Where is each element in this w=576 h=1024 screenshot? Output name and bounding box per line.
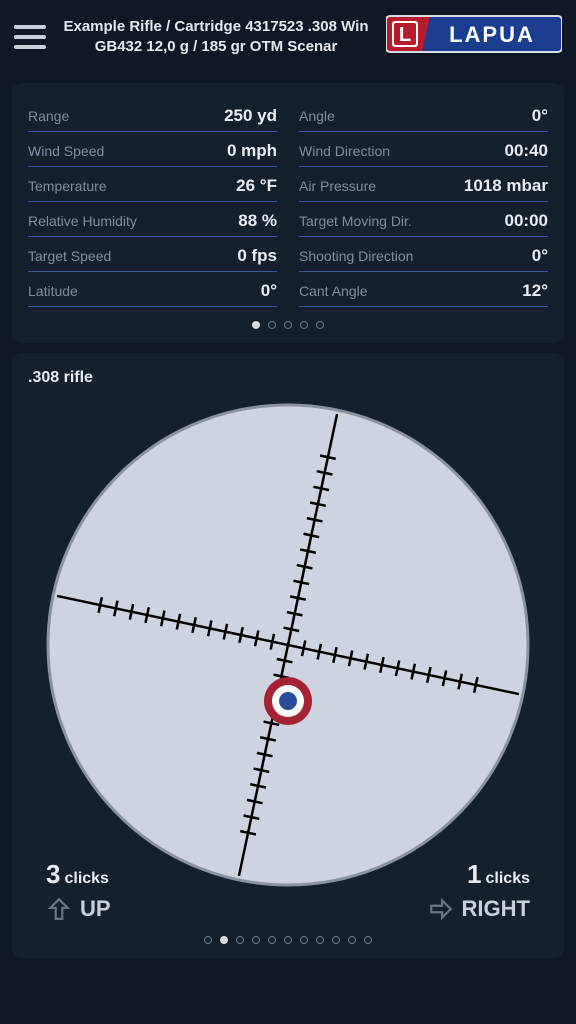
param-value: 00:00 (505, 211, 548, 231)
adjustment-up-clicks: 3 clicks (46, 859, 109, 890)
page-dot[interactable] (316, 321, 324, 329)
param-value: 0° (532, 246, 548, 266)
dir-right-label: RIGHT (462, 896, 530, 922)
direction-right: RIGHT (428, 896, 530, 922)
param-row[interactable]: Air Pressure 1018 mbar (299, 167, 548, 202)
params-right-col: Angle 0° Wind Direction 00:40 Air Pressure… (299, 97, 548, 307)
param-label: Air Pressure (299, 178, 376, 194)
page-dot[interactable] (220, 936, 228, 944)
param-label: Target Speed (28, 248, 111, 264)
param-label: Wind Speed (28, 143, 104, 159)
arrow-up-icon (46, 896, 72, 922)
page-dot[interactable] (284, 936, 292, 944)
svg-text:L: L (399, 24, 411, 46)
param-value: 0° (261, 281, 277, 301)
param-row[interactable]: Shooting Direction 0° (299, 237, 548, 272)
app-header: Example Rifle / Cartridge 4317523 .308 W… (0, 0, 576, 73)
param-value: 0° (532, 106, 548, 126)
param-label: Temperature (28, 178, 107, 194)
page-dot[interactable] (332, 936, 340, 944)
dir-up-label: UP (80, 896, 111, 922)
params-page-dots[interactable] (28, 307, 548, 333)
param-value: 26 °F (236, 176, 277, 196)
parameters-panel: Range 250 yd Wind Speed 0 mph Temperature 2… (12, 83, 564, 343)
page-dot[interactable] (300, 936, 308, 944)
rifle-cartridge-title: Example Rifle / Cartridge 4317523 .308 W… (60, 17, 372, 56)
param-value: 0 mph (227, 141, 277, 161)
param-value: 0 fps (237, 246, 277, 266)
page-dot[interactable] (268, 936, 276, 944)
param-row[interactable]: Target Speed 0 fps (28, 237, 277, 272)
param-value: 250 yd (224, 106, 277, 126)
adj-up-num: 3 (46, 859, 60, 890)
param-row[interactable]: Target Moving Dir. 00:00 (299, 202, 548, 237)
page-dot[interactable] (364, 936, 372, 944)
param-row[interactable]: Temperature 26 °F (28, 167, 277, 202)
param-value: 1018 mbar (464, 176, 548, 196)
page-dot[interactable] (300, 321, 308, 329)
page-dot[interactable] (348, 936, 356, 944)
page-dot[interactable] (252, 936, 260, 944)
lapua-logo: L LAPUA (386, 10, 562, 63)
param-label: Relative Humidity (28, 213, 137, 229)
param-label: Latitude (28, 283, 78, 299)
page-dot[interactable] (236, 936, 244, 944)
param-label: Target Moving Dir. (299, 213, 412, 229)
page-dot[interactable] (268, 321, 276, 329)
param-label: Angle (299, 108, 335, 124)
svg-text:LAPUA: LAPUA (449, 22, 535, 47)
scope-page-dots[interactable] (28, 922, 548, 948)
scope-title: .308 rifle (28, 369, 548, 387)
param-row[interactable]: Relative Humidity 88 % (28, 202, 277, 237)
param-label: Cant Angle (299, 283, 368, 299)
arrow-right-icon (428, 896, 454, 922)
param-label: Range (28, 108, 69, 124)
param-label: Wind Direction (299, 143, 390, 159)
param-row[interactable]: Cant Angle 12° (299, 272, 548, 307)
page-dot[interactable] (252, 321, 260, 329)
adjustment-right-clicks: 1 clicks (467, 859, 530, 890)
adj-right-unit: clicks (486, 870, 530, 888)
adj-up-unit: clicks (64, 870, 108, 888)
param-value: 88 % (238, 211, 277, 231)
menu-button[interactable] (14, 25, 46, 49)
param-label: Shooting Direction (299, 248, 413, 264)
param-row[interactable]: Wind Direction 00:40 (299, 132, 548, 167)
page-dot[interactable] (284, 321, 292, 329)
direction-up: UP (46, 896, 111, 922)
adj-right-num: 1 (467, 859, 481, 890)
param-row[interactable]: Wind Speed 0 mph (28, 132, 277, 167)
param-value: 00:40 (505, 141, 548, 161)
params-left-col: Range 250 yd Wind Speed 0 mph Temperature 2… (28, 97, 277, 307)
param-row[interactable]: Range 250 yd (28, 97, 277, 132)
scope-panel: .308 rifle 3 clicks 1 clicks UP RIGHT (12, 353, 564, 958)
scope-view[interactable] (38, 395, 538, 895)
page-dot[interactable] (316, 936, 324, 944)
param-row[interactable]: Angle 0° (299, 97, 548, 132)
param-row[interactable]: Latitude 0° (28, 272, 277, 307)
param-value: 12° (522, 281, 548, 301)
page-dot[interactable] (204, 936, 212, 944)
